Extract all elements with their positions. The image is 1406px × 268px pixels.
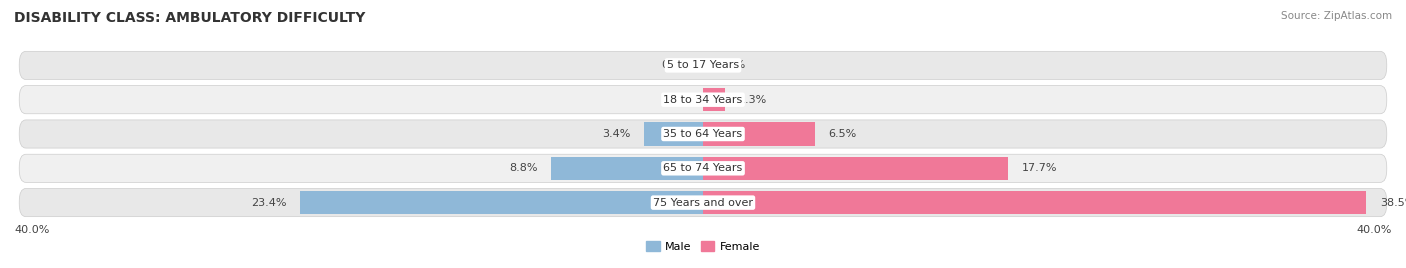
Text: 0.0%: 0.0%	[661, 60, 689, 70]
Text: 40.0%: 40.0%	[14, 225, 49, 235]
FancyBboxPatch shape	[20, 86, 1386, 114]
Text: 0.0%: 0.0%	[717, 60, 745, 70]
Text: 8.8%: 8.8%	[509, 163, 537, 173]
Text: 0.0%: 0.0%	[661, 95, 689, 105]
Text: 18 to 34 Years: 18 to 34 Years	[664, 95, 742, 105]
Legend: Male, Female: Male, Female	[647, 241, 759, 252]
Text: 40.0%: 40.0%	[1357, 225, 1392, 235]
Text: 3.4%: 3.4%	[602, 129, 631, 139]
Bar	[551, 157, 703, 180]
Bar	[299, 191, 703, 214]
Text: 75 Years and over: 75 Years and over	[652, 198, 754, 208]
FancyBboxPatch shape	[20, 120, 1386, 148]
Text: DISABILITY CLASS: AMBULATORY DIFFICULTY: DISABILITY CLASS: AMBULATORY DIFFICULTY	[14, 11, 366, 25]
FancyBboxPatch shape	[20, 189, 1386, 217]
Bar	[644, 122, 703, 146]
Text: 5 to 17 Years: 5 to 17 Years	[666, 60, 740, 70]
Text: 23.4%: 23.4%	[250, 198, 287, 208]
Bar	[703, 157, 1008, 180]
Text: 1.3%: 1.3%	[740, 95, 768, 105]
Text: 17.7%: 17.7%	[1022, 163, 1057, 173]
Text: 6.5%: 6.5%	[828, 129, 858, 139]
Bar	[703, 191, 1367, 214]
FancyBboxPatch shape	[20, 154, 1386, 182]
Bar	[703, 88, 725, 111]
FancyBboxPatch shape	[20, 51, 1386, 79]
Text: Source: ZipAtlas.com: Source: ZipAtlas.com	[1281, 11, 1392, 21]
Text: 35 to 64 Years: 35 to 64 Years	[664, 129, 742, 139]
Bar	[703, 122, 815, 146]
Text: 38.5%: 38.5%	[1379, 198, 1406, 208]
Text: 65 to 74 Years: 65 to 74 Years	[664, 163, 742, 173]
